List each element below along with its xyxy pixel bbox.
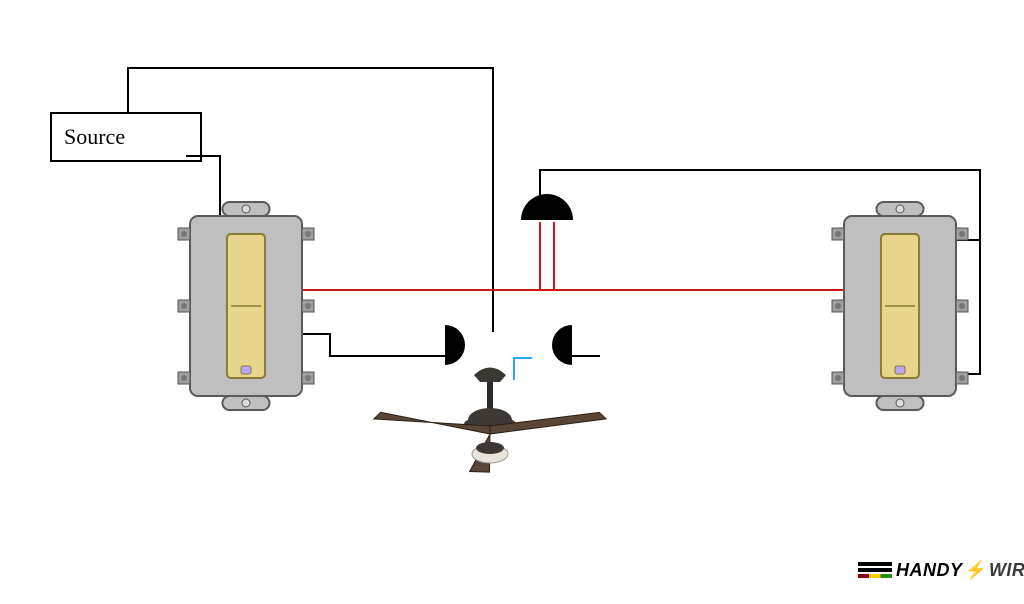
switch-right (832, 202, 968, 410)
wire-left-bottom-to-cap (302, 334, 448, 356)
handywiring-logo: HANDY ⚡ WIRING (858, 560, 1024, 581)
ceiling-fan-icon (374, 368, 606, 473)
logo-handy: HANDY (896, 560, 963, 581)
connector-dome (521, 194, 573, 220)
switch-left (178, 202, 314, 410)
logo-wiring: WIRING (989, 560, 1024, 581)
connector-dome (445, 325, 465, 365)
connector-dome (552, 325, 572, 365)
wire-src-to-left-sw (186, 156, 220, 216)
wiring-diagram (0, 0, 1024, 604)
wire-src-to-left-top (128, 68, 493, 332)
wire-right-dome-to-fan (514, 358, 532, 380)
logo-bars-icon (858, 562, 892, 580)
logo-bolt-icon: ⚡ (965, 560, 987, 581)
